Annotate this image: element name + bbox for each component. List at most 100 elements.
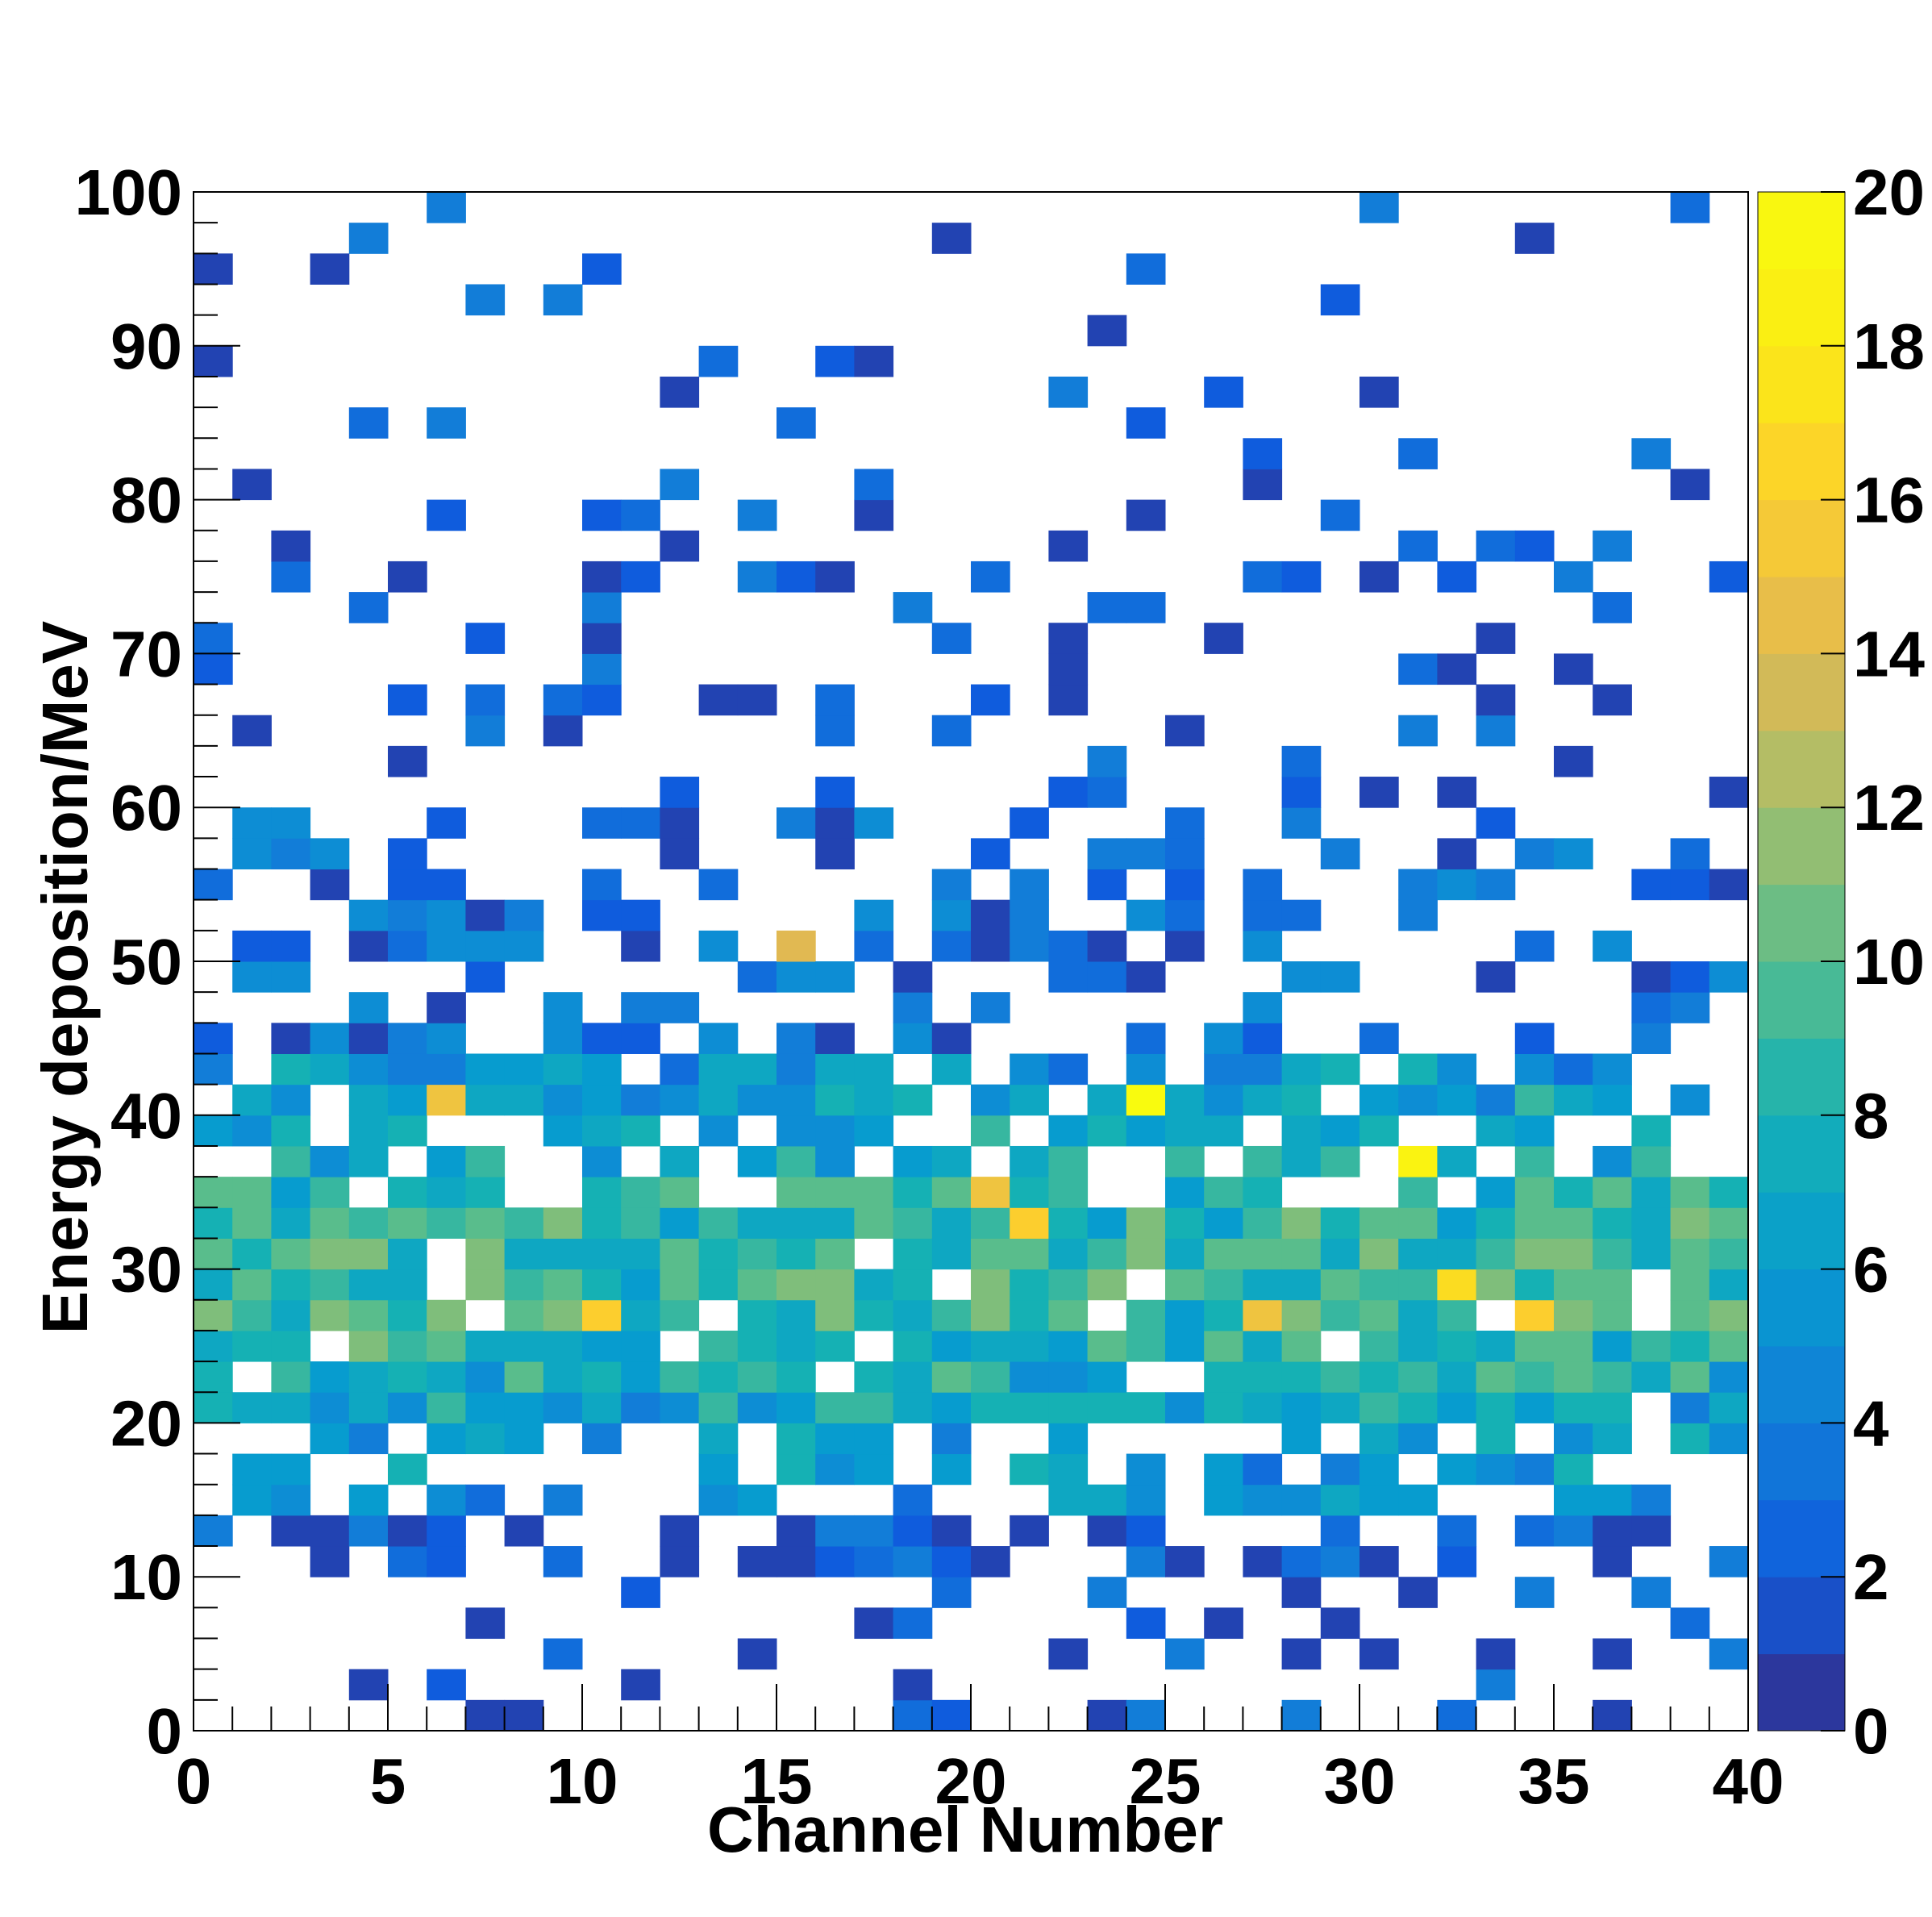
heatmap-cell: [1554, 1392, 1593, 1423]
heatmap-cell: [194, 1392, 233, 1423]
heatmap-cell: [310, 1053, 350, 1086]
heatmap-cell: [543, 1299, 583, 1331]
heatmap-cell: [388, 899, 427, 931]
heatmap-cell: [660, 376, 700, 408]
heatmap-cell: [1514, 1053, 1555, 1086]
heatmap-cell: [1554, 1453, 1593, 1486]
heatmap-cell: [1048, 1145, 1089, 1177]
heatmap-cell: [388, 1299, 427, 1331]
heatmap-cell: [232, 1084, 272, 1116]
heatmap-cell: [893, 992, 933, 1023]
colorbar-segment: [1758, 1115, 1845, 1193]
heatmap-cell: [1243, 1484, 1283, 1516]
heatmap-cell: [1709, 961, 1749, 993]
heatmap-cell: [271, 1053, 311, 1086]
heatmap-cell: [465, 1269, 506, 1301]
heatmap-cell: [854, 807, 894, 839]
heatmap-cell: [1087, 1207, 1127, 1239]
heatmap-cell: [232, 1299, 272, 1331]
heatmap-cell: [1048, 1423, 1089, 1455]
heatmap-cell: [543, 1638, 583, 1670]
heatmap-cell: [621, 1115, 660, 1147]
heatmap-cell: [1243, 1207, 1283, 1239]
heatmap-cell: [1670, 1361, 1710, 1393]
heatmap-cell: [854, 930, 894, 962]
heatmap-cell: [1087, 1115, 1127, 1147]
heatmap-cell: [1631, 1145, 1672, 1177]
heatmap-cell: [388, 869, 427, 901]
heatmap-cell: [1087, 1515, 1127, 1547]
heatmap-cell: [931, 1577, 972, 1608]
heatmap-cell: [931, 1699, 972, 1732]
colorbar-tick-label: 20: [1853, 156, 1925, 228]
heatmap-cell: [777, 961, 816, 993]
heatmap-cell: [1281, 1699, 1322, 1732]
heatmap-cell: [1670, 1392, 1710, 1423]
heatmap-cell: [1126, 1084, 1166, 1116]
y-tick-label: 10: [110, 1541, 182, 1613]
heatmap-cell: [348, 1084, 389, 1116]
heatmap-cell: [1709, 1299, 1749, 1331]
heatmap-cell: [1010, 1238, 1049, 1270]
heatmap-cell: [348, 1392, 389, 1423]
colorbar-tick-label: 0: [1853, 1695, 1889, 1767]
heatmap-cell: [621, 1669, 660, 1701]
heatmap-cell: [1087, 592, 1127, 623]
heatmap-cell: [1320, 1269, 1360, 1301]
heatmap-cell: [971, 1392, 1010, 1423]
heatmap-cell: [1243, 1546, 1283, 1577]
heatmap-cell: [1010, 1299, 1049, 1331]
heatmap-cell: [698, 1330, 739, 1362]
heatmap-cell: [388, 1392, 427, 1423]
heatmap-cell: [1514, 223, 1555, 254]
y-tick-label: 80: [110, 465, 182, 536]
heatmap-cell: [1593, 1546, 1632, 1577]
heatmap-cell: [504, 1238, 544, 1270]
heatmap-cell: [1126, 838, 1166, 870]
heatmap-cell: [1281, 1361, 1322, 1393]
heatmap-cell: [1476, 1361, 1516, 1393]
heatmap-cell: [427, 1023, 466, 1054]
heatmap-cell: [1554, 1207, 1593, 1239]
heatmap-cell: [310, 1361, 350, 1393]
heatmap-cell: [543, 1023, 583, 1054]
heatmap-cell: [1670, 1084, 1710, 1116]
heatmap-cell: [1709, 1361, 1749, 1393]
heatmap-cell: [1165, 930, 1205, 962]
heatmap-cell: [1320, 1453, 1360, 1486]
heatmap-cell: [1593, 1269, 1632, 1301]
heatmap-cell: [815, 1238, 855, 1270]
heatmap-cell: [194, 869, 233, 901]
heatmap-cell: [1359, 1361, 1399, 1393]
heatmap-cell: [1243, 1084, 1283, 1116]
heatmap-cell: [504, 1423, 544, 1455]
heatmap-cell: [194, 653, 233, 686]
heatmap-cell: [1243, 561, 1283, 593]
heatmap-cell: [815, 777, 855, 808]
heatmap-cell: [931, 1330, 972, 1362]
heatmap-cell: [1554, 1238, 1593, 1270]
heatmap-cell: [1243, 1269, 1283, 1301]
heatmap-cell: [543, 1361, 583, 1393]
colorbar-segment: [1758, 1346, 1845, 1423]
colorbar-tick-label: 14: [1853, 618, 1925, 690]
colorbar-tick-label: 12: [1853, 772, 1925, 844]
heatmap-cell: [271, 961, 311, 993]
heatmap-cell: [1554, 653, 1593, 686]
heatmap-cell: [1709, 1177, 1749, 1208]
heatmap-cell: [815, 838, 855, 870]
heatmap-cell: [543, 1115, 583, 1147]
heatmap-cell: [1437, 1084, 1477, 1116]
heatmap-cell: [582, 1145, 622, 1177]
heatmap-cell: [1593, 1484, 1632, 1516]
heatmap-cell: [1514, 1392, 1555, 1423]
heatmap-cell: [310, 1023, 350, 1054]
heatmap-cell: [465, 1207, 506, 1239]
heatmap-cell: [1087, 1484, 1127, 1516]
heatmap-cell: [1670, 1299, 1710, 1331]
heatmap-cell: [1437, 1699, 1477, 1732]
heatmap-cell: [310, 1238, 350, 1270]
heatmap-cell: [543, 1269, 583, 1301]
heatmap-cell: [1593, 1330, 1632, 1362]
